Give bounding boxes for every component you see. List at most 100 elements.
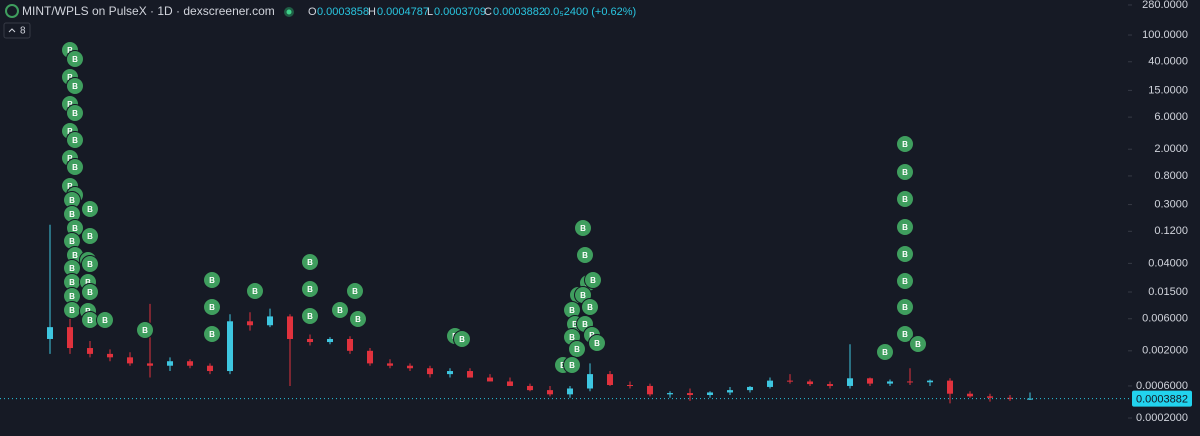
buy-marker: B [63, 205, 81, 223]
buy-marker-label: B [67, 154, 73, 163]
buy-marker-circle [331, 301, 349, 319]
buy-marker-label: B [582, 320, 588, 329]
buy-marker: B [66, 77, 84, 95]
candle-body [807, 381, 813, 385]
buy-marker-label: B [574, 345, 580, 354]
candle-body [307, 338, 313, 343]
buy-marker-label: B [72, 224, 78, 233]
buy-marker-label: B [67, 73, 73, 82]
buy-marker: B [896, 163, 914, 181]
buy-marker-label: B [355, 315, 361, 324]
candle-body [1027, 398, 1033, 400]
buy-marker-label: B [87, 316, 93, 325]
buy-marker-label: B [902, 168, 908, 177]
candle-body [507, 381, 513, 386]
y-tick-label: 2.0000 [1154, 143, 1188, 155]
candle-body [967, 393, 973, 397]
y-tick-label: 0.8000 [1154, 170, 1188, 182]
candle-body [687, 393, 693, 396]
buy-marker-label: B [580, 291, 586, 300]
indicator-toggle[interactable] [3, 22, 31, 39]
buy-marker-label: B [307, 258, 313, 267]
candle-body [547, 390, 553, 395]
status-dot-core [286, 9, 292, 15]
y-tick-label: 100.0000 [1142, 29, 1188, 41]
buy-marker: B [301, 307, 319, 325]
buy-marker-circle [453, 330, 471, 348]
buy-marker-label: B [209, 276, 215, 285]
candle-body [947, 380, 953, 394]
buy-marker-circle [563, 356, 581, 374]
buy-marker: B [588, 334, 606, 352]
candle-body [447, 371, 453, 375]
buy-marker-label: B [882, 348, 888, 357]
buy-marker-label: B [87, 205, 93, 214]
buy-marker-label: B [85, 278, 91, 287]
candle-body [467, 371, 473, 378]
buy-marker-label: B [902, 250, 908, 259]
buy-marker: B [346, 282, 364, 300]
buy-marker-circle [876, 343, 894, 361]
ohlc-value: 0.0003709 [434, 6, 486, 18]
buy-marker: B [63, 287, 81, 305]
buy-marker-label: B [87, 232, 93, 241]
buy-marker: B [81, 283, 99, 301]
buy-marker-label: B [307, 285, 313, 294]
buy-marker: B [563, 356, 581, 374]
buy-marker-circle [203, 298, 221, 316]
buy-marker-circle [66, 158, 84, 176]
candle-body [407, 365, 413, 369]
candle-body [47, 327, 53, 339]
candle-body [707, 392, 713, 396]
buy-marker: B [81, 227, 99, 245]
buy-marker-label: B [69, 292, 75, 301]
candle-body [327, 338, 333, 343]
buy-marker: B [246, 282, 264, 300]
buy-marker-label: B [902, 223, 908, 232]
buy-marker-circle [896, 325, 914, 343]
buy-marker-label: B [72, 82, 78, 91]
buy-marker-circle [896, 218, 914, 236]
candle-body [67, 327, 73, 349]
buy-marker-label: B [572, 320, 578, 329]
buy-marker-label: B [69, 196, 75, 205]
ohlc-label: H [368, 6, 376, 18]
buy-marker: B [66, 104, 84, 122]
buy-marker-circle [581, 298, 599, 316]
buy-marker-circle [909, 335, 927, 353]
buy-marker: B [301, 280, 319, 298]
candle-body [107, 353, 113, 358]
buy-marker-circle [66, 77, 84, 95]
price-tag-label: 0.0003882 [1136, 394, 1188, 406]
buy-marker: B [66, 158, 84, 176]
buy-marker-label: B [69, 237, 75, 246]
candle-body [347, 338, 353, 351]
candle-body [647, 385, 653, 395]
buy-marker-label: B [67, 100, 73, 109]
buy-marker-circle [81, 255, 99, 273]
candle-body [247, 321, 253, 326]
buy-marker: B [81, 255, 99, 273]
ohlc-value: 0.0003858 [317, 6, 369, 18]
buy-marker-circle [576, 246, 594, 264]
buy-marker-label: B [72, 55, 78, 64]
buy-marker-label: B [902, 195, 908, 204]
buy-marker: B [896, 272, 914, 290]
buy-marker-label: B [69, 264, 75, 273]
y-tick-label: 15.0000 [1148, 84, 1188, 96]
buy-marker-circle [203, 271, 221, 289]
buy-marker-circle [574, 219, 592, 237]
buy-marker-label: B [902, 303, 908, 312]
buy-marker-label: B [87, 260, 93, 269]
buy-marker-circle [896, 245, 914, 263]
buy-marker-circle [203, 325, 221, 343]
buy-marker-circle [896, 163, 914, 181]
buy-marker: B [66, 131, 84, 149]
candle-body [1007, 397, 1013, 399]
buy-marker: B [896, 190, 914, 208]
buy-marker-label: B [459, 335, 465, 344]
buy-marker-label: B [102, 316, 108, 325]
ohlc-value: 0.0003882 [493, 6, 545, 18]
buy-marker-label: B [569, 333, 575, 342]
buy-marker-circle [66, 131, 84, 149]
